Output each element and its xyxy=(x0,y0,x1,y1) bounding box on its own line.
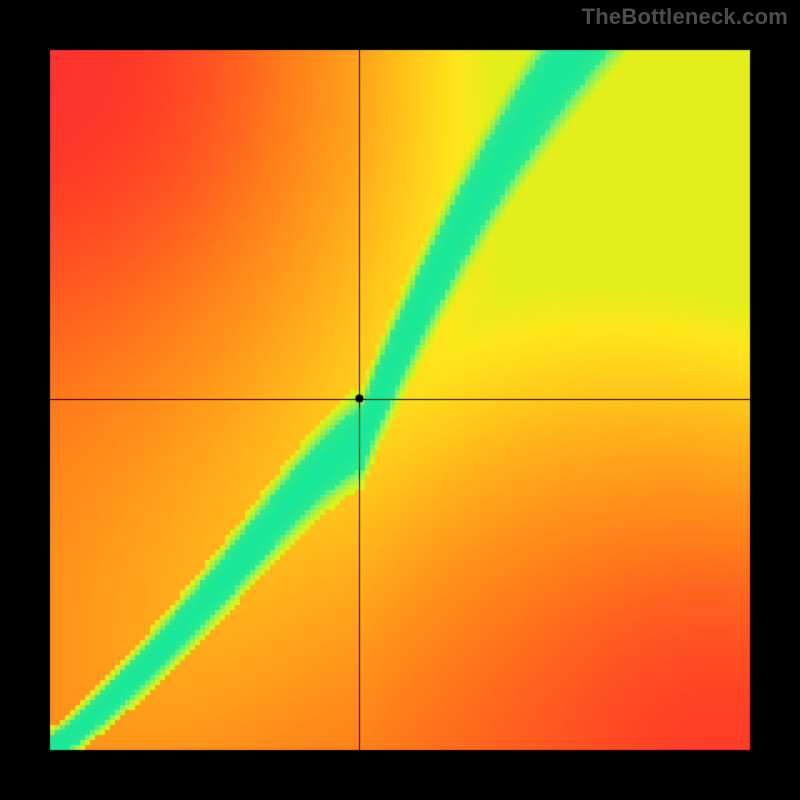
watermark-label: TheBottleneck.com xyxy=(582,4,788,30)
chart-container: TheBottleneck.com xyxy=(0,0,800,800)
heatmap-canvas xyxy=(0,0,800,800)
